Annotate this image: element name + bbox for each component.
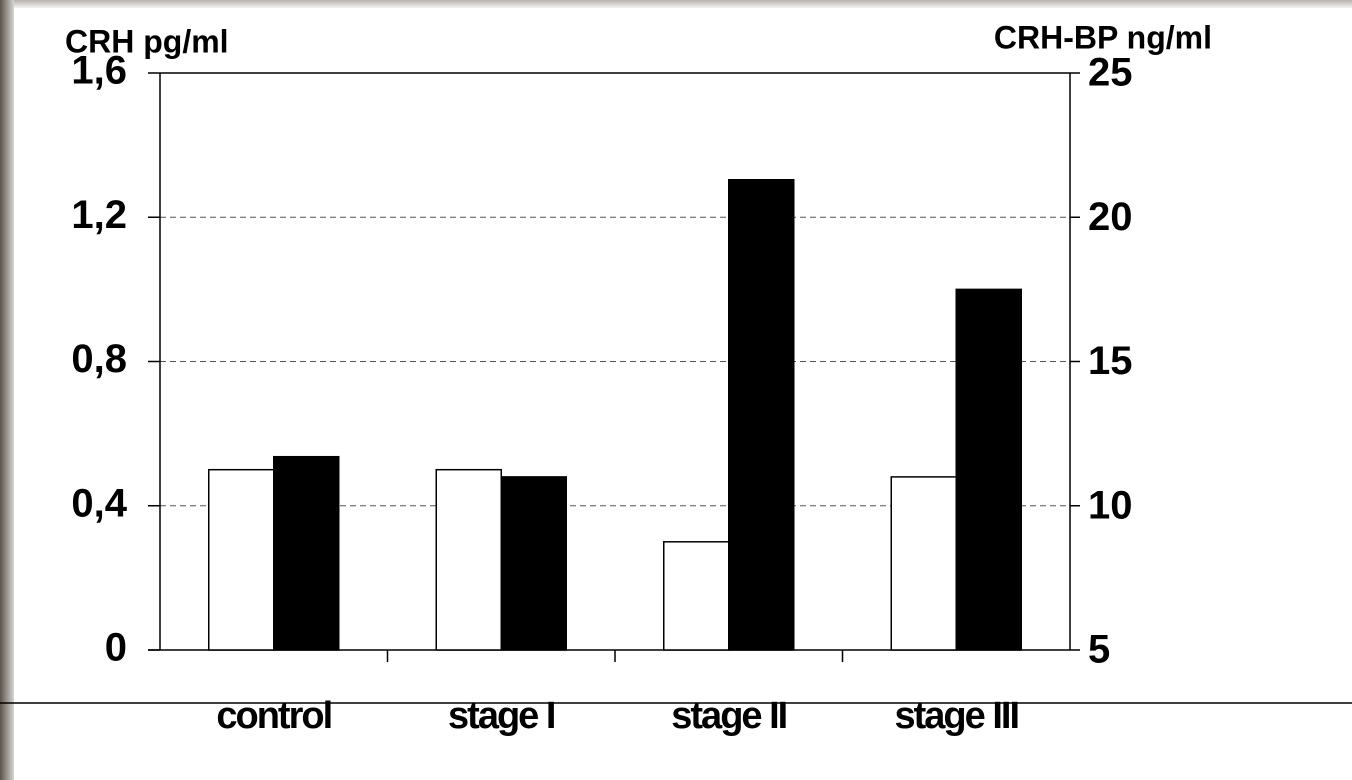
y-axis-title: CRH pg/ml (65, 23, 229, 59)
left-strip (0, 0, 14, 780)
y-tick-label: 0 (105, 626, 127, 670)
y2-tick-label: 10 (1088, 483, 1133, 527)
y-tick-label: 0,4 (71, 481, 127, 525)
bar (663, 541, 730, 651)
bar (500, 476, 567, 651)
x-tick-label: stage II (671, 695, 786, 737)
y2-tick-label: 15 (1088, 339, 1133, 383)
y2-tick-label: 5 (1088, 628, 1110, 672)
bar (890, 476, 957, 651)
bar (208, 468, 275, 651)
bar (955, 288, 1022, 651)
bar (273, 455, 340, 651)
y2-axis-title: CRH-BP ng/ml (994, 19, 1212, 55)
x-tick-label: control (216, 695, 331, 737)
y-tick-label: 0,8 (71, 337, 127, 381)
y-tick-label: 1,2 (71, 193, 127, 237)
y-tick-label: 1,6 (71, 49, 127, 93)
bar (728, 178, 795, 651)
top-strip (0, 0, 1352, 8)
y2-tick-label: 25 (1088, 51, 1133, 95)
y2-tick-label: 20 (1088, 195, 1133, 239)
x-tick-label: stage I (448, 695, 555, 737)
x-tick-label: stage III (895, 695, 1019, 737)
bar (435, 468, 502, 651)
